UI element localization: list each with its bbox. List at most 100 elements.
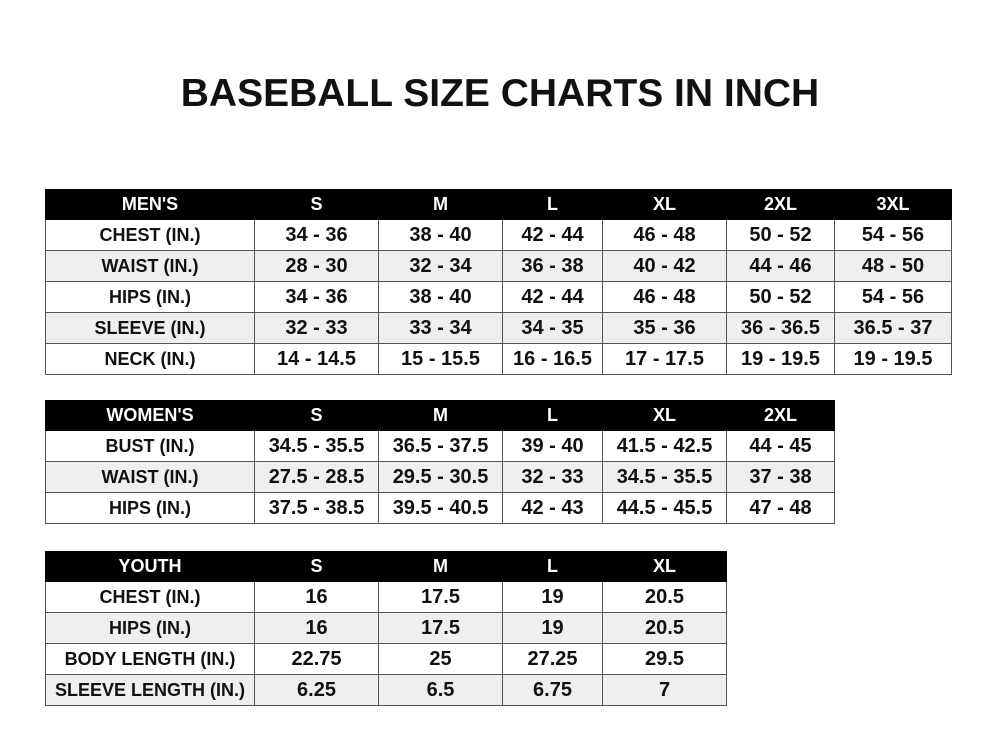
size-value: 50 - 52 <box>726 281 835 313</box>
size-value: 48 - 50 <box>834 250 952 282</box>
page-title: BASEBALL SIZE CHARTS IN INCH <box>180 72 820 115</box>
size-value: 15 - 15.5 <box>378 343 503 375</box>
size-column-header: S <box>254 189 379 220</box>
table-row: WAIST (IN.) 27.5 - 28.5 29.5 - 30.5 32 - 33… <box>45 461 835 493</box>
mens-size-table: MEN'S S M L XL 2XL 3XL CHEST (IN.) 34 - 36 38 - 4… <box>45 189 952 375</box>
table-row: SLEEVE (IN.) 32 - 33 33 - 34 34 - 35 35 - 36… <box>45 312 952 344</box>
size-column-header: L <box>502 400 603 431</box>
size-value: 42 - 43 <box>502 492 603 524</box>
size-value: 16 - 16.5 <box>502 343 603 375</box>
size-value: 19 - 19.5 <box>726 343 835 375</box>
table-category-header: MEN'S <box>45 189 255 220</box>
size-value: 35 - 36 <box>602 312 727 344</box>
size-value: 34 - 36 <box>254 281 379 313</box>
size-column-header: 2XL <box>726 189 835 220</box>
size-value: 17.5 <box>378 612 503 644</box>
size-value: 44.5 - 45.5 <box>602 492 727 524</box>
size-value: 17 - 17.5 <box>602 343 727 375</box>
measurement-label: BODY LENGTH (IN.) <box>45 643 255 675</box>
size-column-header: XL <box>602 551 727 582</box>
size-value: 29.5 <box>602 643 727 675</box>
size-value: 39.5 - 40.5 <box>378 492 503 524</box>
youth-size-table: YOUTH S M L XL CHEST (IN.) 16 17.5 19 20.5 HIPS (I… <box>45 551 727 706</box>
table-row: NECK (IN.) 14 - 14.5 15 - 15.5 16 - 16.5 17 … <box>45 343 952 375</box>
size-value: 40 - 42 <box>602 250 727 282</box>
size-value: 16 <box>254 612 379 644</box>
size-value: 38 - 40 <box>378 219 503 251</box>
size-value: 32 - 33 <box>502 461 603 493</box>
size-value: 44 - 45 <box>726 430 835 462</box>
size-column-header: M <box>378 551 503 582</box>
size-value: 50 - 52 <box>726 219 835 251</box>
table-header-row: WOMEN'S S M L XL 2XL <box>45 400 835 431</box>
size-value: 20.5 <box>602 612 727 644</box>
table-category-header: WOMEN'S <box>45 400 255 431</box>
measurement-label: WAIST (IN.) <box>45 461 255 493</box>
size-value: 42 - 44 <box>502 281 603 313</box>
size-value: 41.5 - 42.5 <box>602 430 727 462</box>
size-value: 20.5 <box>602 581 727 613</box>
size-column-header: XL <box>602 400 727 431</box>
size-value: 16 <box>254 581 379 613</box>
table-row: HIPS (IN.) 37.5 - 38.5 39.5 - 40.5 42 - 43 4… <box>45 492 835 524</box>
size-value: 42 - 44 <box>502 219 603 251</box>
size-value: 27.25 <box>502 643 603 675</box>
size-value: 27.5 - 28.5 <box>254 461 379 493</box>
size-column-header: XL <box>602 189 727 220</box>
table-category-header: YOUTH <box>45 551 255 582</box>
size-value: 36 - 38 <box>502 250 603 282</box>
size-value: 54 - 56 <box>834 281 952 313</box>
size-column-header: L <box>502 551 603 582</box>
size-column-header: 3XL <box>834 189 952 220</box>
size-value: 14 - 14.5 <box>254 343 379 375</box>
size-value: 6.5 <box>378 674 503 706</box>
measurement-label: NECK (IN.) <box>45 343 255 375</box>
measurement-label: HIPS (IN.) <box>45 492 255 524</box>
table-row: HIPS (IN.) 16 17.5 19 20.5 <box>45 612 727 644</box>
size-value: 6.25 <box>254 674 379 706</box>
size-value: 32 - 33 <box>254 312 379 344</box>
size-column-header: S <box>254 400 379 431</box>
size-value: 36.5 - 37.5 <box>378 430 503 462</box>
size-column-header: M <box>378 189 503 220</box>
size-value: 22.75 <box>254 643 379 675</box>
size-column-header: S <box>254 551 379 582</box>
measurement-label: SLEEVE (IN.) <box>45 312 255 344</box>
size-value: 37 - 38 <box>726 461 835 493</box>
measurement-label: CHEST (IN.) <box>45 581 255 613</box>
size-column-header: L <box>502 189 603 220</box>
size-column-header: 2XL <box>726 400 835 431</box>
size-value: 6.75 <box>502 674 603 706</box>
size-value: 32 - 34 <box>378 250 503 282</box>
size-value: 36.5 - 37 <box>834 312 952 344</box>
table-row: CHEST (IN.) 34 - 36 38 - 40 42 - 44 46 - 48 5… <box>45 219 952 251</box>
size-value: 37.5 - 38.5 <box>254 492 379 524</box>
measurement-label: CHEST (IN.) <box>45 219 255 251</box>
measurement-label: HIPS (IN.) <box>45 281 255 313</box>
table-header-row: YOUTH S M L XL <box>45 551 727 582</box>
size-value: 34 - 36 <box>254 219 379 251</box>
table-row: CHEST (IN.) 16 17.5 19 20.5 <box>45 581 727 613</box>
size-value: 36 - 36.5 <box>726 312 835 344</box>
size-value: 47 - 48 <box>726 492 835 524</box>
table-row: SLEEVE LENGTH (IN.) 6.25 6.5 6.75 7 <box>45 674 727 706</box>
measurement-label: WAIST (IN.) <box>45 250 255 282</box>
size-column-header: M <box>378 400 503 431</box>
size-value: 46 - 48 <box>602 281 727 313</box>
size-value: 19 - 19.5 <box>834 343 952 375</box>
size-value: 19 <box>502 612 603 644</box>
womens-size-table: WOMEN'S S M L XL 2XL BUST (IN.) 34.5 - 35.5 36.5… <box>45 400 835 524</box>
size-value: 33 - 34 <box>378 312 503 344</box>
size-value: 34.5 - 35.5 <box>602 461 727 493</box>
size-value: 7 <box>602 674 727 706</box>
size-value: 34.5 - 35.5 <box>254 430 379 462</box>
size-value: 44 - 46 <box>726 250 835 282</box>
size-value: 39 - 40 <box>502 430 603 462</box>
size-value: 29.5 - 30.5 <box>378 461 503 493</box>
table-header-row: MEN'S S M L XL 2XL 3XL <box>45 189 952 220</box>
table-row: HIPS (IN.) 34 - 36 38 - 40 42 - 44 46 - 48 50… <box>45 281 952 313</box>
size-value: 17.5 <box>378 581 503 613</box>
measurement-label: BUST (IN.) <box>45 430 255 462</box>
table-row: BUST (IN.) 34.5 - 35.5 36.5 - 37.5 39 - 40 4… <box>45 430 835 462</box>
size-value: 28 - 30 <box>254 250 379 282</box>
